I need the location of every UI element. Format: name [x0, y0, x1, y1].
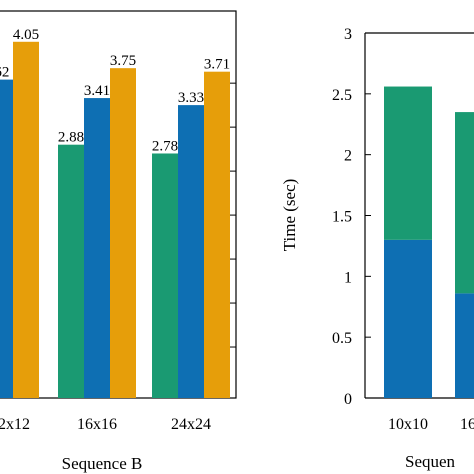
right-x-tick-label: 10x10: [388, 416, 428, 433]
right-x-axis-label: Sequen: [405, 452, 456, 471]
left-data-label: 3.71: [204, 57, 230, 73]
right-y-tick-label: 2: [344, 148, 352, 165]
right-y-tick-label: 3: [344, 26, 352, 43]
left-bar-orange: [204, 71, 230, 399]
left-x-tick-label: 2x12: [0, 416, 30, 433]
left-data-label: 2.78: [152, 138, 178, 154]
left-x-tick-label: 16x16: [77, 416, 117, 433]
left-data-label: .62: [0, 65, 9, 81]
right-bar-segment-green: [384, 86, 432, 240]
right-y-axis-label: Time (sec): [280, 179, 299, 252]
right-bar-segment-blue: [384, 239, 432, 398]
right-y-tick-label: 1: [344, 269, 352, 286]
right-stacked-bar-chart: 0 0.5 1 1.5 2 2.5 3 10x10 16 Sequen Time (sec): [280, 26, 474, 471]
left-bar-blue: [0, 79, 13, 398]
right-y-tick-label: 0: [344, 391, 352, 408]
left-bar-blue: [178, 105, 204, 399]
left-bar-blue: [84, 98, 110, 398]
left-x-axis-label: Sequence B: [62, 454, 143, 473]
left-bar-green: [152, 153, 178, 398]
right-bar-segment-blue: [455, 293, 474, 398]
right-y-tick-label: 0.5: [332, 330, 352, 347]
left-bar-orange: [110, 68, 136, 398]
right-y-tick-label: 2.5: [332, 87, 352, 104]
left-bar-orange: [13, 41, 39, 399]
left-x-tick-label: 24x24: [171, 416, 211, 433]
left-data-label: 3.75: [110, 53, 136, 69]
left-data-label: 3.33: [178, 90, 204, 106]
left-bar-chart: .62 4.05 2.88 3.413.75 2.78 3.33 3.71 2x12 16x16…: [0, 10, 237, 473]
left-data-label: 3.41: [84, 83, 110, 99]
right-bar-segment-green: [455, 112, 474, 294]
left-data-label: 4.05: [13, 27, 39, 43]
right-x-tick-label: 16: [460, 416, 474, 433]
left-data-label: 2.88: [58, 130, 84, 146]
left-bar-green: [58, 144, 84, 398]
right-y-tick-label: 1.5: [332, 209, 352, 226]
